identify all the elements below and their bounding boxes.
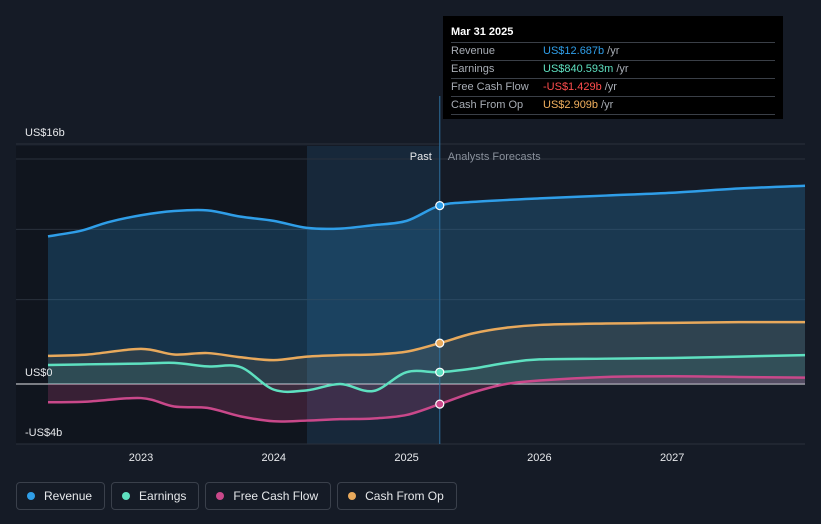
legend-item-revenue[interactable]: Revenue xyxy=(16,482,106,510)
legend-dot-icon xyxy=(216,492,225,500)
forecast-label: Analysts Forecasts xyxy=(448,151,541,163)
area-free-cash-flow xyxy=(48,376,805,422)
tooltip-label: Revenue xyxy=(451,45,496,57)
x-tick-label: 2024 xyxy=(262,452,286,464)
y-tick-label: -US$4b xyxy=(25,427,62,439)
legend-label: Revenue xyxy=(44,489,93,503)
x-tick-label: 2025 xyxy=(394,452,418,464)
tooltip-row-free-cash-flow: Free Cash Flow -US$1.429b /yr xyxy=(451,79,775,97)
tooltip-unit: /yr xyxy=(604,81,617,93)
past-region xyxy=(16,146,307,444)
line-revenue xyxy=(47,184,806,238)
tooltip-row-revenue: Revenue US$12.687b /yr xyxy=(451,43,775,61)
tooltip-value: US$840.593m xyxy=(543,63,614,75)
legend-dot-icon xyxy=(27,492,35,500)
tooltip-label: Cash From Op xyxy=(451,99,524,111)
legend-label: Earnings xyxy=(139,489,187,503)
tooltip-value: US$2.909b xyxy=(543,99,599,111)
past-label: Past xyxy=(410,151,432,163)
area-cash-from-op xyxy=(48,322,805,384)
tooltip-value: -US$1.429b xyxy=(543,81,602,93)
line-cash-from-op xyxy=(47,320,806,362)
tooltip-row-earnings: Earnings US$840.593m /yr xyxy=(451,61,775,79)
tooltip-label: Earnings xyxy=(451,63,495,75)
legend-dot-icon xyxy=(348,492,357,500)
tooltip-label: Free Cash Flow xyxy=(451,81,529,93)
legend-item-free-cash-flow[interactable]: Free Cash Flow xyxy=(205,482,332,510)
legend-dot-icon xyxy=(122,492,131,500)
legend-item-earnings[interactable]: Earnings xyxy=(111,482,200,510)
chart-legend: Revenue Earnings Free Cash Flow Cash Fro… xyxy=(16,482,457,510)
tooltip-unit: /yr xyxy=(616,63,629,75)
highlight-point-revenue xyxy=(435,200,445,211)
y-tick-label: US$0 xyxy=(25,367,53,379)
highlight-point-cash-from-op xyxy=(435,338,445,348)
area-revenue xyxy=(48,185,805,384)
tooltip-row-cash-from-op: Cash From Op US$2.909b /yr xyxy=(451,97,775,115)
legend-label: Cash From Op xyxy=(365,489,444,503)
tooltip-unit: /yr xyxy=(601,99,614,111)
x-tick-label: 2026 xyxy=(527,452,551,464)
highlight-point-earnings xyxy=(435,367,445,377)
y-tick-label: US$16b xyxy=(25,127,65,139)
tooltip-date: Mar 31 2025 xyxy=(451,24,775,43)
x-tick-label: 2027 xyxy=(660,452,684,464)
recent-past-region xyxy=(306,146,440,444)
tooltip-value: US$12.687b xyxy=(543,45,605,57)
line-earnings xyxy=(47,353,806,394)
x-tick-label: 2023 xyxy=(129,452,153,464)
tooltip-unit: /yr xyxy=(607,45,620,57)
legend-label: Free Cash Flow xyxy=(233,489,319,503)
legend-item-cash-from-op[interactable]: Cash From Op xyxy=(337,482,457,510)
data-tooltip: Mar 31 2025 Revenue US$12.687b /yr Earni… xyxy=(443,16,783,119)
highlight-point-free-cash-flow xyxy=(435,399,445,409)
line-free-cash-flow xyxy=(47,375,806,423)
area-earnings xyxy=(48,355,805,392)
